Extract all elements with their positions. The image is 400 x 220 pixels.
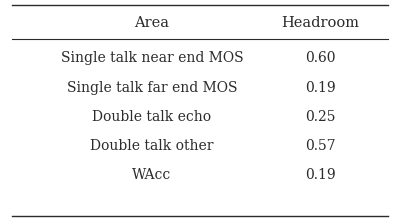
Text: 0.19: 0.19 <box>305 168 335 182</box>
Text: Single talk far end MOS: Single talk far end MOS <box>67 81 237 95</box>
Text: 0.57: 0.57 <box>305 139 335 153</box>
Text: Single talk near end MOS: Single talk near end MOS <box>61 51 243 65</box>
Text: Headroom: Headroom <box>281 16 359 30</box>
Text: WAcc: WAcc <box>132 168 172 182</box>
Text: 0.19: 0.19 <box>305 81 335 95</box>
Text: Area: Area <box>134 16 170 30</box>
Text: 0.25: 0.25 <box>305 110 335 124</box>
Text: Double talk echo: Double talk echo <box>92 110 212 124</box>
Text: 0.60: 0.60 <box>305 51 335 65</box>
Text: Double talk other: Double talk other <box>90 139 214 153</box>
